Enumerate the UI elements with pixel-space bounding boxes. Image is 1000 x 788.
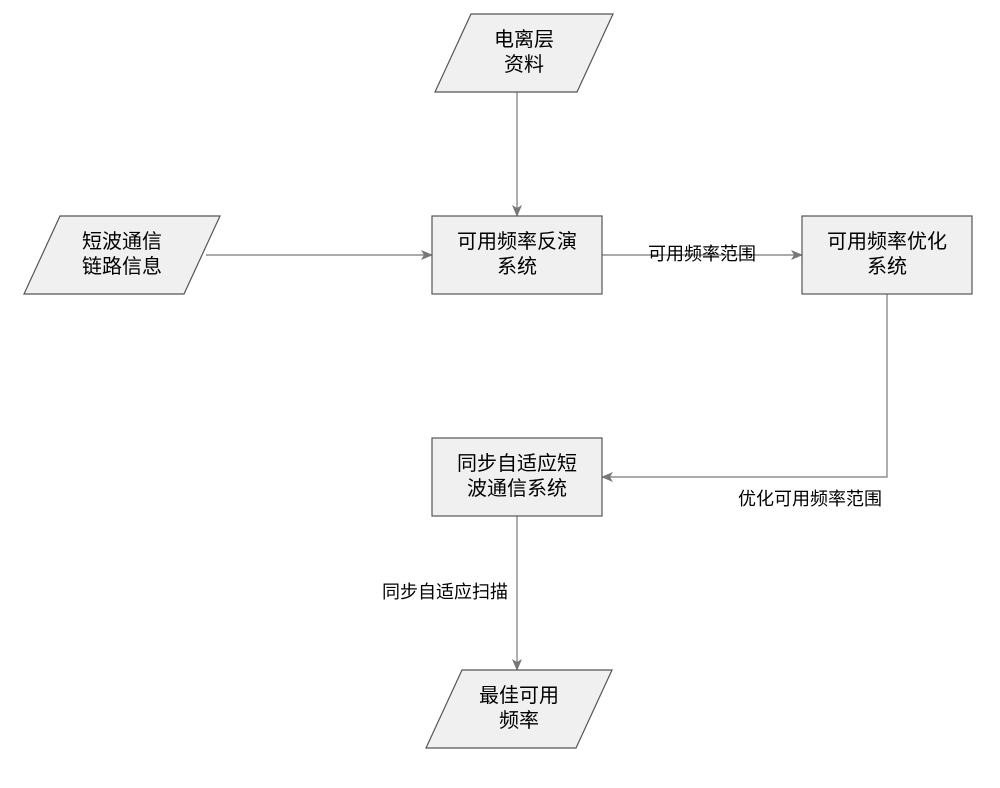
node-label-n4-line-0: 可用频率优化 <box>827 230 947 253</box>
node-n3: 可用频率反演系统 <box>432 216 602 294</box>
node-label-n6-line-1: 频率 <box>499 709 539 732</box>
node-label-n5-line-0: 同步自适应短 <box>457 452 577 475</box>
edge-e4 <box>602 294 887 477</box>
edges-group: 可用频率范围优化可用频率范围同步自适应扫描 <box>206 92 887 670</box>
node-label-n1-line-1: 资料 <box>504 53 544 76</box>
flowchart-canvas: 可用频率范围优化可用频率范围同步自适应扫描 电离层资料短波通信链路信息 可用频率反… <box>0 0 1000 788</box>
node-n1: 电离层资料 <box>435 14 613 92</box>
node-label-n1-line-0: 电离层 <box>494 28 554 51</box>
node-label-n5-line-1: 波通信系统 <box>467 477 567 500</box>
edge-label-e3: 可用频率范围 <box>648 244 756 264</box>
node-label-n2-line-0: 短波通信 <box>82 230 162 253</box>
node-n2: 短波通信链路信息 <box>24 216 220 294</box>
node-label-n6-line-0: 最佳可用 <box>479 684 559 707</box>
edge-label-e4: 优化可用频率范围 <box>738 489 882 509</box>
edge-label-e5: 同步自适应扫描 <box>382 582 508 602</box>
nodes-group: 电离层资料短波通信链路信息可用频率反演系统可用频率优化系统同步自适应短波通信系统… <box>24 14 972 748</box>
node-n5: 同步自适应短波通信系统 <box>432 438 602 516</box>
node-n6: 最佳可用频率 <box>426 670 612 748</box>
node-label-n3-line-1: 系统 <box>497 255 537 278</box>
node-n4: 可用频率优化系统 <box>802 216 972 294</box>
node-label-n2-line-1: 链路信息 <box>82 255 162 278</box>
node-label-n3-line-0: 可用频率反演 <box>457 230 577 253</box>
node-label-n4-line-1: 系统 <box>867 255 907 278</box>
